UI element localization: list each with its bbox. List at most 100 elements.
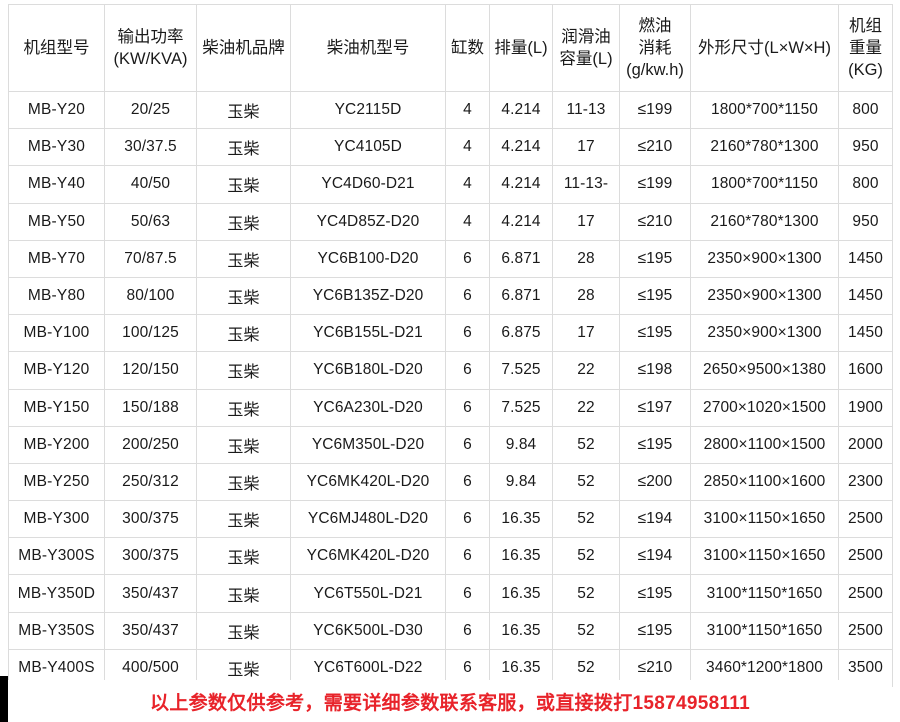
cell-dimensions: 2350×900×1300	[690, 314, 839, 353]
cell-displacement: 16.35	[489, 537, 553, 576]
cell-lube-oil-capacity: 52	[552, 611, 620, 650]
cell-cylinders: 4	[445, 90, 490, 130]
cell-lube-oil-capacity: 17	[552, 128, 620, 167]
cell-engine-model: YC6B135Z-D20	[290, 276, 446, 316]
cell-weight: 2500	[838, 537, 893, 576]
cell-dimensions: 2700×1020×1500	[690, 388, 839, 427]
table-row: MB-Y100 100/125 玉柴 YC6B155L-D21 6 6.875 17 ≤195…	[8, 314, 893, 353]
cell-output-power: 200/250	[104, 425, 197, 464]
cell-cylinders: 6	[445, 574, 490, 613]
left-edge-strip	[0, 676, 8, 722]
cell-output-power: 30/37.5	[104, 128, 197, 167]
cell-cylinders: 4	[445, 165, 490, 204]
table-row: MB-Y120 120/150 玉柴 YC6B180L-D20 6 7.525 22 ≤198…	[8, 351, 893, 390]
header-main-text: 输出功率	[117, 27, 184, 46]
cell-fuel-consumption: ≤195	[619, 314, 691, 353]
header-main-text: 柴油机品牌	[202, 38, 285, 57]
cell-lube-oil-capacity: 11-13-	[552, 165, 620, 204]
footer-note: 以上参数仅供参考，需要详细参数联系客服，或直接拨打15874958111	[8, 680, 892, 722]
cell-dimensions: 2800×1100×1500	[690, 425, 839, 464]
header-main-text: 燃油	[638, 16, 672, 35]
cell-engine-model: YC6A230L-D20	[290, 388, 446, 427]
column-header-cylinders: 缸数	[445, 4, 490, 92]
table-body: MB-Y20 20/25 玉柴 YC2115D 4 4.214 11-13 ≤199 1800*…	[8, 90, 893, 688]
header-sub-text: 消耗	[638, 38, 672, 57]
cell-engine-brand: 玉柴	[196, 537, 291, 576]
cell-weight: 2500	[838, 574, 893, 613]
cell-engine-model: YC4D60-D21	[290, 165, 446, 204]
cell-displacement: 4.214	[489, 165, 553, 204]
cell-dimensions: 3100*1150*1650	[690, 611, 839, 650]
cell-weight: 1900	[838, 388, 893, 427]
header-main-text: 柴油机型号	[326, 38, 410, 57]
cell-fuel-consumption: ≤194	[619, 500, 691, 539]
cell-displacement: 6.871	[489, 276, 553, 316]
cell-engine-model: YC6MK420L-D20	[290, 537, 446, 576]
cell-engine-model: YC6B180L-D20	[290, 351, 446, 390]
cell-weight: 2000	[838, 425, 893, 464]
cell-cylinders: 6	[445, 537, 490, 576]
cell-displacement: 7.525	[489, 351, 553, 390]
cell-output-power: 350/437	[104, 574, 197, 613]
cell-model: MB-Y20	[8, 90, 105, 130]
cell-dimensions: 2160*780*1300	[690, 202, 839, 241]
cell-cylinders: 6	[445, 462, 490, 502]
cell-output-power: 70/87.5	[104, 239, 197, 278]
cell-fuel-consumption: ≤194	[619, 537, 691, 576]
cell-engine-model: YC2115D	[290, 90, 446, 130]
table-header: 机组型号 输出功率 (KW/KVA) 柴油机品牌 柴油机型号 缸数 排量(L)	[8, 4, 893, 92]
cell-engine-model: YC6T550L-D21	[290, 574, 446, 613]
cell-weight: 1450	[838, 276, 893, 316]
cell-engine-brand: 玉柴	[196, 90, 291, 130]
cell-weight: 1450	[838, 314, 893, 353]
cell-model: MB-Y300	[8, 500, 105, 539]
cell-lube-oil-capacity: 52	[552, 500, 620, 539]
cell-weight: 1450	[838, 239, 893, 278]
header-sub2-text: (KG)	[848, 61, 883, 80]
cell-output-power: 50/63	[104, 202, 197, 241]
cell-dimensions: 3100×1150×1650	[690, 537, 839, 576]
cell-engine-brand: 玉柴	[196, 165, 291, 204]
cell-engine-brand: 玉柴	[196, 388, 291, 427]
cell-weight: 2500	[838, 500, 893, 539]
column-header-dimensions: 外形尺寸(L×W×H)	[690, 4, 839, 92]
cell-engine-model: YC6K500L-D30	[290, 611, 446, 650]
cell-fuel-consumption: ≤199	[619, 165, 691, 204]
cell-engine-model: YC6B155L-D21	[290, 314, 446, 353]
cell-fuel-consumption: ≤198	[619, 351, 691, 390]
cell-engine-model: YC6M350L-D20	[290, 425, 446, 464]
header-main-text: 排量(L)	[494, 38, 548, 57]
header-main-text: 润滑油	[561, 27, 611, 46]
cell-model: MB-Y70	[8, 239, 105, 278]
cell-model: MB-Y50	[8, 202, 105, 241]
cell-dimensions: 2350×900×1300	[690, 276, 839, 316]
cell-cylinders: 6	[445, 500, 490, 539]
cell-model: MB-Y120	[8, 351, 105, 390]
cell-engine-brand: 玉柴	[196, 611, 291, 650]
cell-displacement: 7.525	[489, 388, 553, 427]
cell-dimensions: 1800*700*1150	[690, 165, 839, 204]
cell-output-power: 300/375	[104, 537, 197, 576]
cell-fuel-consumption: ≤197	[619, 388, 691, 427]
cell-displacement: 4.214	[489, 202, 553, 241]
cell-engine-model: YC6MJ480L-D20	[290, 500, 446, 539]
cell-lube-oil-capacity: 28	[552, 276, 620, 316]
cell-dimensions: 2650×9500×1380	[690, 351, 839, 390]
cell-lube-oil-capacity: 52	[552, 574, 620, 613]
cell-engine-brand: 玉柴	[196, 574, 291, 613]
cell-engine-model: YC6MK420L-D20	[290, 462, 446, 502]
cell-output-power: 150/188	[104, 388, 197, 427]
cell-model: MB-Y250	[8, 462, 105, 502]
cell-displacement: 16.35	[489, 500, 553, 539]
cell-displacement: 16.35	[489, 611, 553, 650]
table-row: MB-Y300S 300/375 玉柴 YC6MK420L-D20 6 16.35 52 ≤1…	[8, 537, 893, 576]
cell-dimensions: 2350×900×1300	[690, 239, 839, 278]
cell-fuel-consumption: ≤195	[619, 239, 691, 278]
cell-fuel-consumption: ≤199	[619, 90, 691, 130]
cell-lube-oil-capacity: 17	[552, 202, 620, 241]
cell-lube-oil-capacity: 52	[552, 537, 620, 576]
cell-lube-oil-capacity: 28	[552, 239, 620, 278]
table-row: MB-Y80 80/100 玉柴 YC6B135Z-D20 6 6.871 28 ≤195 23…	[8, 276, 893, 316]
cell-engine-brand: 玉柴	[196, 500, 291, 539]
cell-cylinders: 6	[445, 425, 490, 464]
